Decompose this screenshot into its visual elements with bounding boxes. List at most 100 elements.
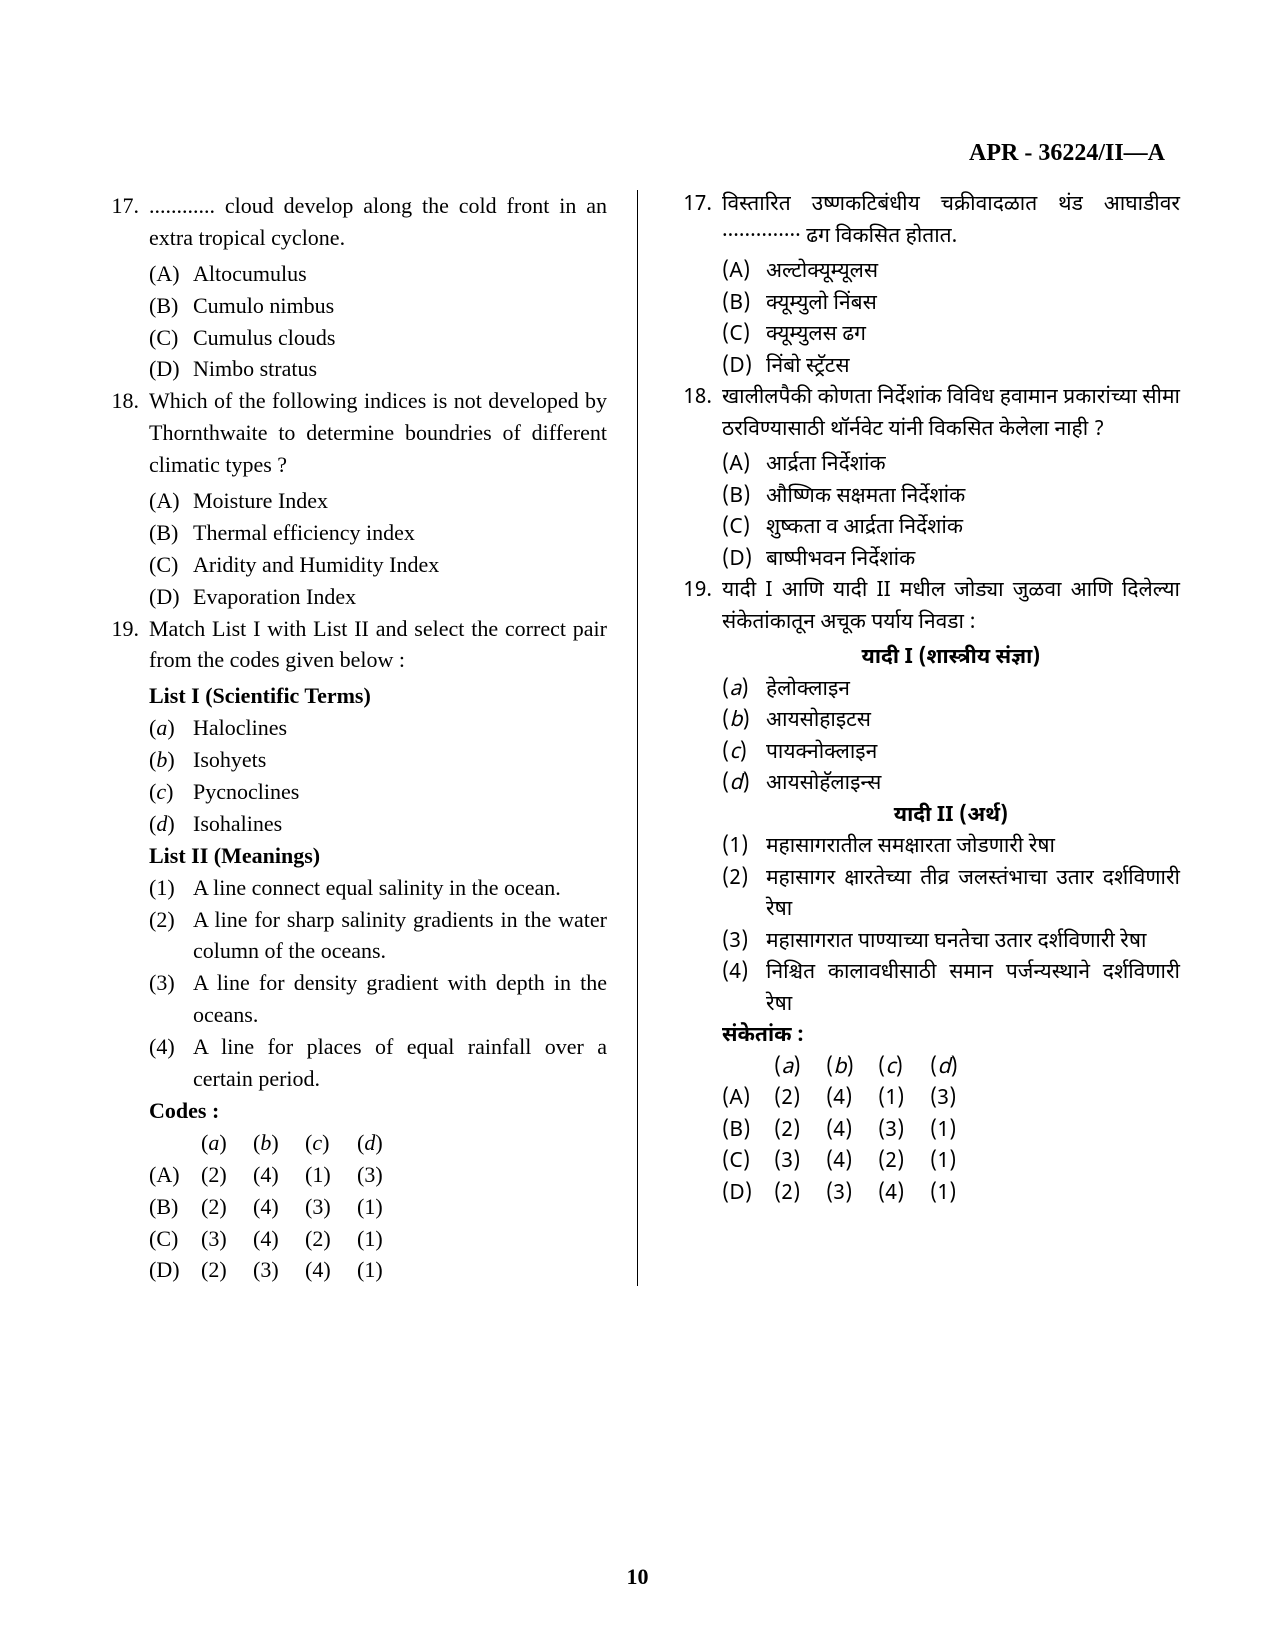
codes-cell: (c) [878, 1053, 930, 1085]
option-text: Aridity and Humidity Index [193, 549, 607, 581]
list-text: A line for sharp salinity gradients in t… [193, 904, 607, 968]
list-label: (3) [722, 927, 766, 959]
codes-cell: (a) [774, 1053, 826, 1085]
question-19-mr: 19. यादी I आणि यादी II मधील जोड्या जुळवा… [668, 576, 1180, 639]
codes-cell: (A) [722, 1084, 774, 1116]
codes-cell: (4) [253, 1191, 305, 1223]
list-text: आयसोहाइटस [766, 706, 1180, 738]
codes-cell: (2) [774, 1179, 826, 1211]
list-text: A line for density gradient with depth i… [193, 967, 607, 1031]
codes-cell: (4) [305, 1254, 357, 1286]
codes-cell: (a) [201, 1127, 253, 1159]
option-label: (D) [722, 352, 766, 384]
list-label: (2) [722, 864, 766, 927]
codes-cell: (B) [722, 1116, 774, 1148]
left-column-english: 17. ............ cloud develop along the… [95, 190, 607, 1286]
codes-cell: (1) [930, 1147, 982, 1179]
codes-cell: (4) [826, 1116, 878, 1148]
codes-cell: (2) [201, 1159, 253, 1191]
list-label: (a) [722, 675, 766, 707]
question-text: खालीलपैकी कोणता निर्देशांक विविध हवामान … [722, 383, 1180, 446]
option-text: क्यूम्युलस ढग [766, 320, 1180, 352]
codes-cell: (2) [774, 1084, 826, 1116]
option-text: Thermal efficiency index [193, 517, 607, 549]
list-text: महासागरात पाण्याच्या घनतेचा उतार दर्शविण… [766, 927, 1180, 959]
codes-table: (a) (b) (c) (d) (A) (2) (4) (1) (3) (B) … [149, 1127, 607, 1286]
exam-page: APR - 36224/II—A 17. ............ cloud … [0, 0, 1275, 1650]
list-label: (b) [149, 744, 193, 776]
codes-cell: (1) [305, 1159, 357, 1191]
option-label: (B) [149, 517, 193, 549]
option-text: Moisture Index [193, 485, 607, 517]
list-text: Isohalines [193, 808, 607, 840]
list-text: हेलोक्लाइन [766, 675, 1180, 707]
question-number: 19. [95, 613, 149, 677]
codes-cell: (3) [357, 1159, 409, 1191]
codes-header-row: (a) (b) (c) (d) [722, 1053, 1180, 1085]
option-label: (D) [149, 581, 193, 613]
list-label: (c) [722, 738, 766, 770]
list-text: आयसोहॅलाइन्स [766, 769, 1180, 801]
option-label: (A) [149, 258, 193, 290]
codes-row: (C) (3) (4) (2) (1) [149, 1223, 607, 1255]
options-17-mr: (A)अल्टोक्यूम्यूलस (B)क्यूम्युलो निंबस (… [722, 257, 1180, 383]
codes-header: Codes : [149, 1095, 607, 1127]
option-text: बाष्पीभवन निर्देशांक [766, 545, 1180, 577]
codes-cell: (4) [253, 1159, 305, 1191]
codes-cell: (1) [878, 1084, 930, 1116]
option-label: (D) [722, 545, 766, 577]
codes-cell: (C) [149, 1223, 201, 1255]
codes-cell: (1) [930, 1179, 982, 1211]
codes-cell: (2) [878, 1147, 930, 1179]
codes-cell: (2) [305, 1223, 357, 1255]
codes-cell: (1) [930, 1116, 982, 1148]
list-label: (1) [722, 832, 766, 864]
question-number: 17. [95, 190, 149, 254]
option-label: (A) [722, 257, 766, 289]
question-number: 19. [668, 576, 722, 639]
options-17: (A)Altocumulus (B)Cumulo nimbus (C)Cumul… [149, 258, 607, 386]
list-label: (3) [149, 967, 193, 1031]
list-label: (1) [149, 872, 193, 904]
codes-cell: (3) [826, 1179, 878, 1211]
codes-cell: (3) [201, 1223, 253, 1255]
list-label: (4) [149, 1031, 193, 1095]
option-label: (A) [149, 485, 193, 517]
codes-cell: (B) [149, 1191, 201, 1223]
list-label: (2) [149, 904, 193, 968]
codes-cell: (D) [149, 1254, 201, 1286]
codes-cell: (4) [253, 1223, 305, 1255]
codes-cell: (A) [149, 1159, 201, 1191]
codes-header-mr: संकेतांक : [722, 1021, 1180, 1053]
option-text: Evaporation Index [193, 581, 607, 613]
option-text: आर्द्रता निर्देशांक [766, 450, 1180, 482]
question-text: Match List I with List II and select the… [149, 613, 607, 677]
question-text: विस्तारित उष्णकटिबंधीय चक्रीवादळात थंड आ… [722, 190, 1180, 253]
question-17: 17. ............ cloud develop along the… [95, 190, 607, 254]
codes-cell: (b) [826, 1053, 878, 1085]
list-label: (d) [722, 769, 766, 801]
codes-cell: (3) [878, 1116, 930, 1148]
list-label: (d) [149, 808, 193, 840]
list-label: (4) [722, 958, 766, 1021]
list-text: A line for places of equal rainfall over… [193, 1031, 607, 1095]
codes-cell: (4) [826, 1084, 878, 1116]
list-text: महासागर क्षारतेच्या तीव्र जलस्तंभाचा उता… [766, 864, 1180, 927]
options-18: (A)Moisture Index (B)Thermal efficiency … [149, 485, 607, 613]
codes-row: (D) (2) (3) (4) (1) [149, 1254, 607, 1286]
codes-row: (D) (2) (3) (4) (1) [722, 1179, 1180, 1211]
list2-header: List II (Meanings) [149, 840, 607, 872]
list-label: (c) [149, 776, 193, 808]
option-text: Nimbo stratus [193, 353, 607, 385]
list-text: Haloclines [193, 712, 607, 744]
option-label: (B) [149, 290, 193, 322]
list-text: महासागरातील समक्षारता जोडणारी रेषा [766, 832, 1180, 864]
codes-cell: (d) [930, 1053, 982, 1085]
codes-cell: (3) [253, 1254, 305, 1286]
codes-cell [722, 1053, 774, 1085]
codes-cell [149, 1127, 201, 1159]
list1-header: List I (Scientific Terms) [149, 680, 607, 712]
option-label: (C) [722, 513, 766, 545]
option-label: (C) [722, 320, 766, 352]
codes-row: (B) (2) (4) (3) (1) [149, 1191, 607, 1223]
